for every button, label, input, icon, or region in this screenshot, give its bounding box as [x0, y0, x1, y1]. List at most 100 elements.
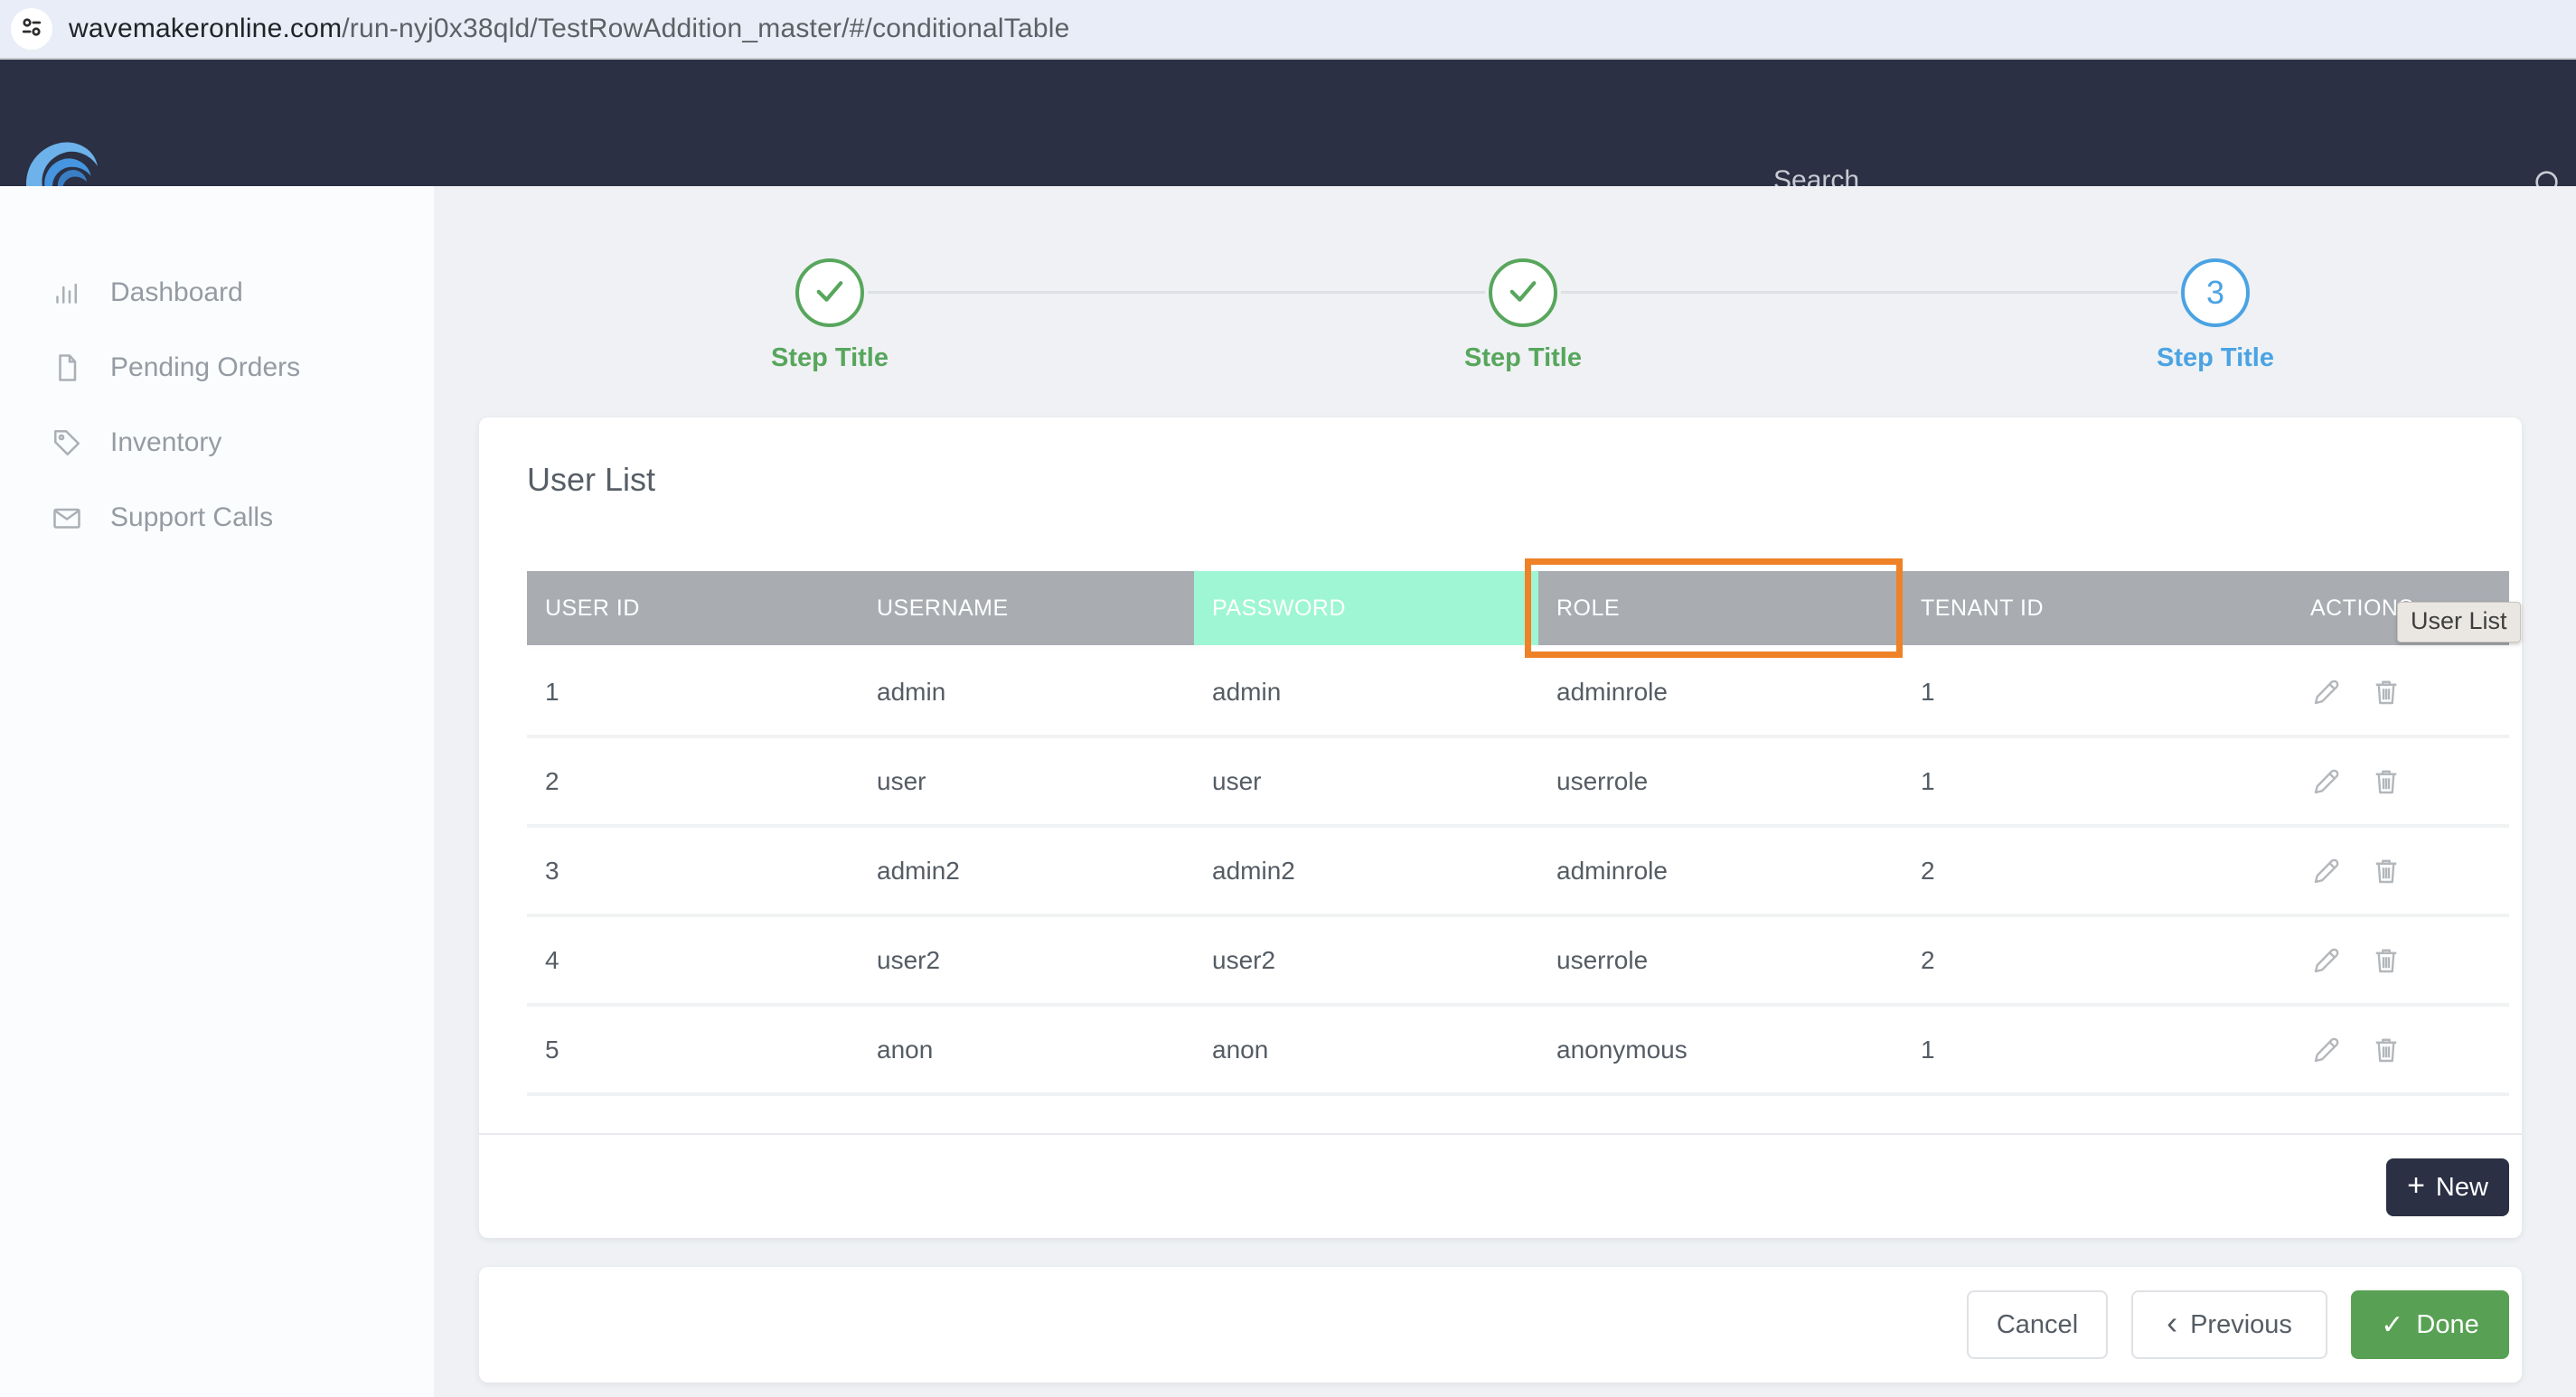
table-row[interactable]: 4 user2 user2 userrole 2 [527, 915, 2509, 1007]
sidebar-item-support-calls[interactable]: Support Calls [0, 491, 434, 545]
cell-role: adminrole [1538, 826, 1903, 917]
cell-username: user [859, 736, 1194, 828]
cancel-button[interactable]: Cancel [1967, 1290, 2108, 1359]
cell-tenant-id: 1 [1903, 736, 2292, 828]
url-domain: wavemakeronline.com [69, 14, 343, 43]
tooltip: User List [2397, 602, 2521, 642]
cell-user-id: 1 [527, 647, 859, 738]
column-header-password[interactable]: PASSWORD [1194, 571, 1538, 649]
step-1-circle[interactable] [795, 258, 864, 327]
cell-password: user [1194, 736, 1538, 828]
sidebar-item-pending-orders[interactable]: Pending Orders [0, 341, 434, 395]
table-row[interactable]: 5 anon anon anonymous 1 [527, 1005, 2509, 1096]
sidebar-item-label: Pending Orders [110, 352, 301, 382]
column-header-username[interactable]: USERNAME [859, 571, 1194, 649]
step-3-circle[interactable]: 3 [2181, 258, 2250, 327]
edit-row-button[interactable] [2310, 765, 2343, 798]
delete-row-button[interactable] [2370, 676, 2402, 708]
edit-row-button[interactable] [2310, 944, 2343, 977]
step-3-label: Step Title [2157, 343, 2274, 372]
done-button[interactable]: ✓ Done [2351, 1290, 2509, 1359]
column-header-role[interactable]: ROLE [1538, 571, 1903, 649]
done-button-label: Done [2416, 1309, 2479, 1339]
cell-role: userrole [1538, 915, 1903, 1007]
check-icon [1504, 272, 1542, 314]
user-list-card: User List USER ID USERNAME PASSWORD ROLE… [479, 417, 2522, 1238]
cell-tenant-id: 2 [1903, 915, 2292, 1007]
cell-user-id: 4 [527, 915, 859, 1007]
table-row[interactable]: 1 admin admin adminrole 1 [527, 647, 2509, 738]
cell-username: anon [859, 1005, 1194, 1096]
cell-user-id: 3 [527, 826, 859, 917]
cell-actions [2292, 736, 2509, 828]
check-icon [811, 272, 849, 314]
check-icon: ✓ [2381, 1309, 2404, 1340]
step-2-label: Step Title [1464, 343, 1582, 372]
cell-password: anon [1194, 1005, 1538, 1096]
cell-role: adminrole [1538, 647, 1903, 738]
app-header: wavemaker [0, 60, 2576, 259]
step-connector [1561, 291, 2177, 294]
wizard-step-3[interactable]: 3 Step Title [2044, 258, 2387, 373]
column-header-user-id[interactable]: USER ID [527, 571, 859, 649]
envelope-icon [51, 502, 83, 534]
cell-tenant-id: 2 [1903, 826, 2292, 917]
step-1-label: Step Title [771, 343, 888, 372]
cell-username: admin2 [859, 826, 1194, 917]
cell-actions [2292, 1005, 2509, 1096]
site-settings-button[interactable] [11, 8, 52, 50]
cell-role: anonymous [1538, 1005, 1903, 1096]
wizard-step-2[interactable]: Step Title [1351, 258, 1695, 373]
sidebar-item-label: Support Calls [110, 502, 274, 532]
previous-button[interactable]: ‹ Previous [2131, 1290, 2327, 1359]
step-connector [868, 291, 1485, 294]
wizard-action-bar: Cancel ‹ Previous ✓ Done [479, 1267, 2522, 1383]
sidebar-nav: Dashboard Pending Orders Inventory Suppo… [0, 186, 434, 1397]
cell-username: admin [859, 647, 1194, 738]
step-2-circle[interactable] [1489, 258, 1557, 327]
page-title: User List [527, 461, 656, 498]
column-header-tenant-id[interactable]: TENANT ID [1903, 571, 2292, 649]
delete-row-button[interactable] [2370, 765, 2402, 798]
cell-password: admin [1194, 647, 1538, 738]
document-icon [51, 352, 83, 384]
cell-password: admin2 [1194, 826, 1538, 917]
delete-row-button[interactable] [2370, 1034, 2402, 1066]
edit-row-button[interactable] [2310, 676, 2343, 708]
delete-row-button[interactable] [2370, 944, 2402, 977]
card-footer-divider [479, 1133, 2522, 1135]
sidebar-item-inventory[interactable]: Inventory [0, 416, 434, 470]
edit-row-button[interactable] [2310, 855, 2343, 887]
table-header-row: USER ID USERNAME PASSWORD ROLE TENANT ID… [527, 571, 2509, 649]
url-text[interactable]: wavemakeronline.com/run-nyj0x38qld/TestR… [69, 14, 1069, 44]
tune-icon [18, 14, 45, 45]
cell-user-id: 5 [527, 1005, 859, 1096]
cell-password: user2 [1194, 915, 1538, 1007]
user-table: USER ID USERNAME PASSWORD ROLE TENANT ID… [527, 571, 2509, 1096]
cell-actions [2292, 826, 2509, 917]
previous-button-label: Previous [2190, 1309, 2292, 1339]
delete-row-button[interactable] [2370, 855, 2402, 887]
url-path: /run-nyj0x38qld/TestRowAddition_master/#… [342, 14, 1070, 43]
step-3-number: 3 [2205, 274, 2225, 311]
new-record-button[interactable]: + New [2386, 1158, 2509, 1216]
chevron-left-icon: ‹ [2167, 1304, 2178, 1341]
wizard-step-1[interactable]: Step Title [658, 258, 1001, 373]
cancel-button-label: Cancel [1996, 1309, 2079, 1339]
edit-row-button[interactable] [2310, 1034, 2343, 1066]
table-row[interactable]: 2 user user userrole 1 [527, 736, 2509, 828]
bar-chart-icon [51, 277, 83, 309]
sidebar-item-label: Dashboard [110, 277, 243, 307]
table-row[interactable]: 3 admin2 admin2 adminrole 2 [527, 826, 2509, 917]
browser-address-bar[interactable]: wavemakeronline.com/run-nyj0x38qld/TestR… [0, 0, 2576, 60]
cell-username: user2 [859, 915, 1194, 1007]
cell-actions [2292, 647, 2509, 738]
cell-tenant-id: 1 [1903, 1005, 2292, 1096]
cell-user-id: 2 [527, 736, 859, 828]
tag-icon [51, 427, 83, 459]
cell-actions [2292, 915, 2509, 1007]
sidebar-item-dashboard[interactable]: Dashboard [0, 266, 434, 320]
plus-icon: + [2407, 1168, 2425, 1203]
new-button-label: New [2435, 1172, 2488, 1202]
cell-role: userrole [1538, 736, 1903, 828]
